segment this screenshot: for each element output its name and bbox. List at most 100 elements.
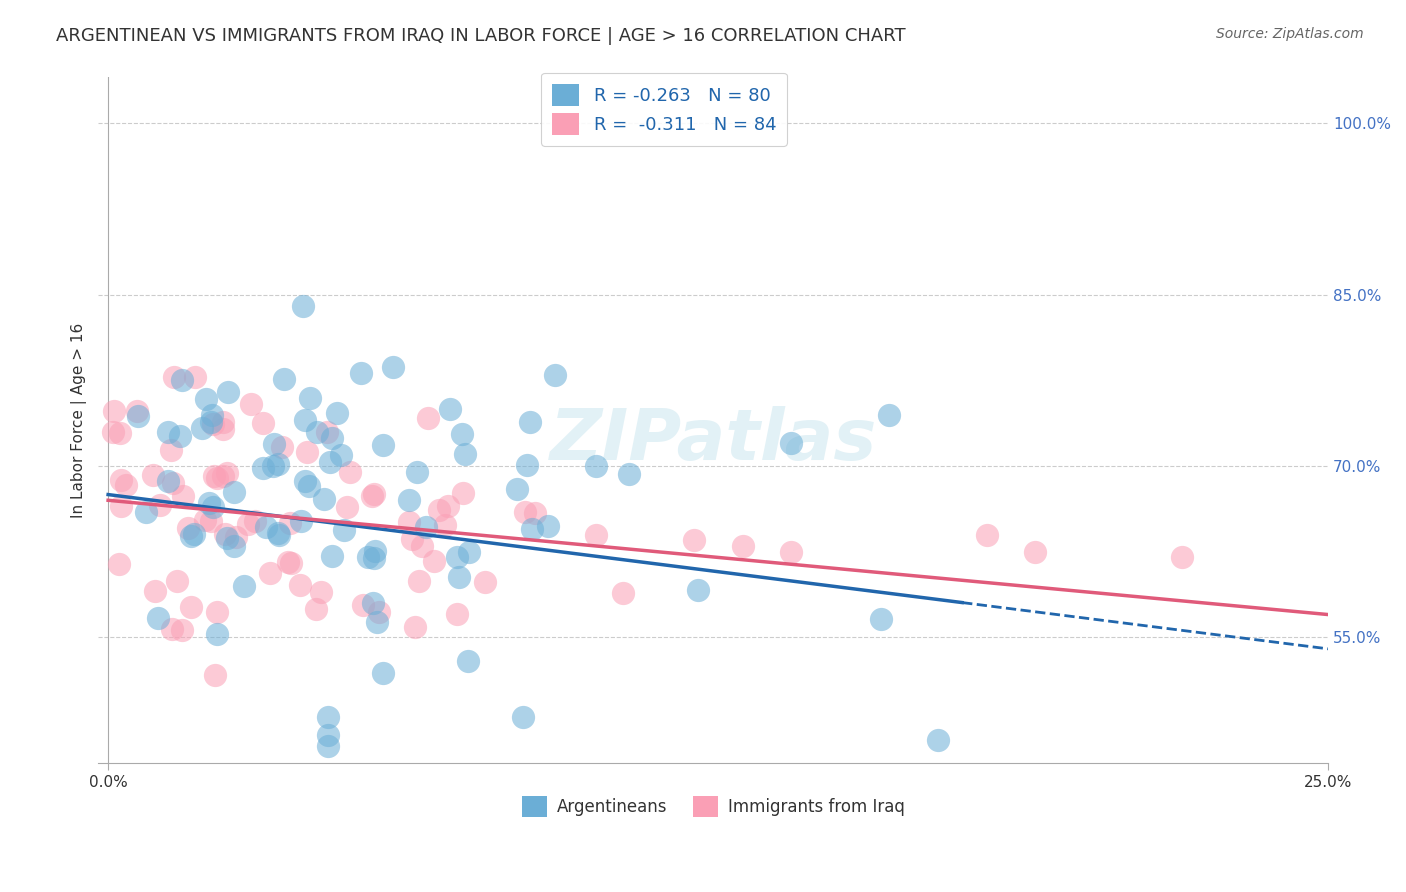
Point — [585, 458, 607, 473]
Point — [217, 531, 239, 545]
Point — [180, 529, 202, 543]
Point — [162, 475, 184, 490]
Point — [329, 448, 352, 462]
Text: ARGENTINEAN VS IMMIGRANTS FROM IRAQ IN LABOR FORCE | AGE > 16 CORRELATION CHART: ARGENTINEAN VS IMMIGRANTS FROM IRAQ IN L… — [56, 27, 905, 45]
Point — [682, 533, 704, 548]
Point — [612, 585, 634, 599]
Point — [269, 528, 291, 542]
Point — [183, 526, 205, 541]
Point — [360, 489, 382, 503]
Point — [280, 516, 302, 531]
Point — [366, 615, 388, 629]
Legend: Argentineans, Immigrants from Iraq: Argentineans, Immigrants from Iraq — [516, 789, 911, 823]
Point — [585, 527, 607, 541]
Point — [415, 519, 437, 533]
Point — [271, 440, 294, 454]
Point — [427, 503, 450, 517]
Point — [446, 607, 468, 622]
Point — [316, 739, 339, 753]
Point — [121, 773, 143, 788]
Point — [382, 359, 405, 374]
Point — [731, 539, 754, 553]
Point — [277, 556, 299, 570]
Point — [233, 579, 256, 593]
Point — [294, 412, 316, 426]
Point — [439, 401, 461, 416]
Point — [267, 457, 290, 471]
Point — [225, 530, 247, 544]
Point — [183, 370, 205, 384]
Text: ZIPatlas: ZIPatlas — [550, 407, 877, 475]
Point — [361, 596, 384, 610]
Point — [267, 526, 290, 541]
Point — [356, 550, 378, 565]
Point — [422, 554, 444, 568]
Point — [212, 469, 235, 483]
Point — [280, 556, 302, 570]
Point — [315, 425, 337, 440]
Point — [207, 470, 229, 484]
Point — [780, 436, 803, 450]
Point — [446, 549, 468, 564]
Point — [101, 425, 124, 440]
Point — [321, 431, 343, 445]
Point — [398, 515, 420, 529]
Point — [457, 654, 479, 668]
Point — [877, 408, 900, 422]
Point — [506, 482, 529, 496]
Point — [450, 427, 472, 442]
Point — [451, 486, 474, 500]
Point — [513, 505, 536, 519]
Point — [262, 458, 284, 473]
Point — [298, 391, 321, 405]
Point — [305, 602, 328, 616]
Point — [309, 584, 332, 599]
Point — [115, 477, 138, 491]
Point — [177, 521, 200, 535]
Point — [135, 505, 157, 519]
Point — [401, 532, 423, 546]
Point — [110, 473, 132, 487]
Point — [163, 370, 186, 384]
Point — [191, 420, 214, 434]
Point — [316, 727, 339, 741]
Point — [780, 545, 803, 559]
Point — [404, 620, 426, 634]
Point — [524, 506, 547, 520]
Point — [363, 487, 385, 501]
Point — [352, 599, 374, 613]
Point — [298, 479, 321, 493]
Point — [211, 422, 233, 436]
Point — [398, 493, 420, 508]
Point — [160, 443, 183, 458]
Point — [197, 496, 219, 510]
Point — [367, 605, 389, 619]
Point — [169, 429, 191, 443]
Point — [224, 485, 246, 500]
Point — [516, 458, 538, 472]
Point — [371, 665, 394, 680]
Point — [1024, 545, 1046, 559]
Point — [350, 367, 373, 381]
Point — [222, 539, 245, 553]
Point — [927, 733, 949, 747]
Point — [316, 710, 339, 724]
Point — [254, 520, 277, 534]
Point — [292, 299, 315, 313]
Point — [110, 499, 132, 513]
Point — [305, 425, 328, 439]
Point — [110, 426, 132, 441]
Point — [243, 514, 266, 528]
Point — [156, 425, 179, 440]
Point — [202, 468, 225, 483]
Point — [519, 415, 541, 429]
Y-axis label: In Labor Force | Age > 16: In Labor Force | Age > 16 — [72, 323, 87, 518]
Point — [686, 583, 709, 598]
Point — [215, 466, 238, 480]
Point — [217, 385, 239, 400]
Point — [204, 667, 226, 681]
Point — [202, 500, 225, 514]
Point — [290, 515, 312, 529]
Point — [339, 465, 361, 479]
Point — [411, 540, 433, 554]
